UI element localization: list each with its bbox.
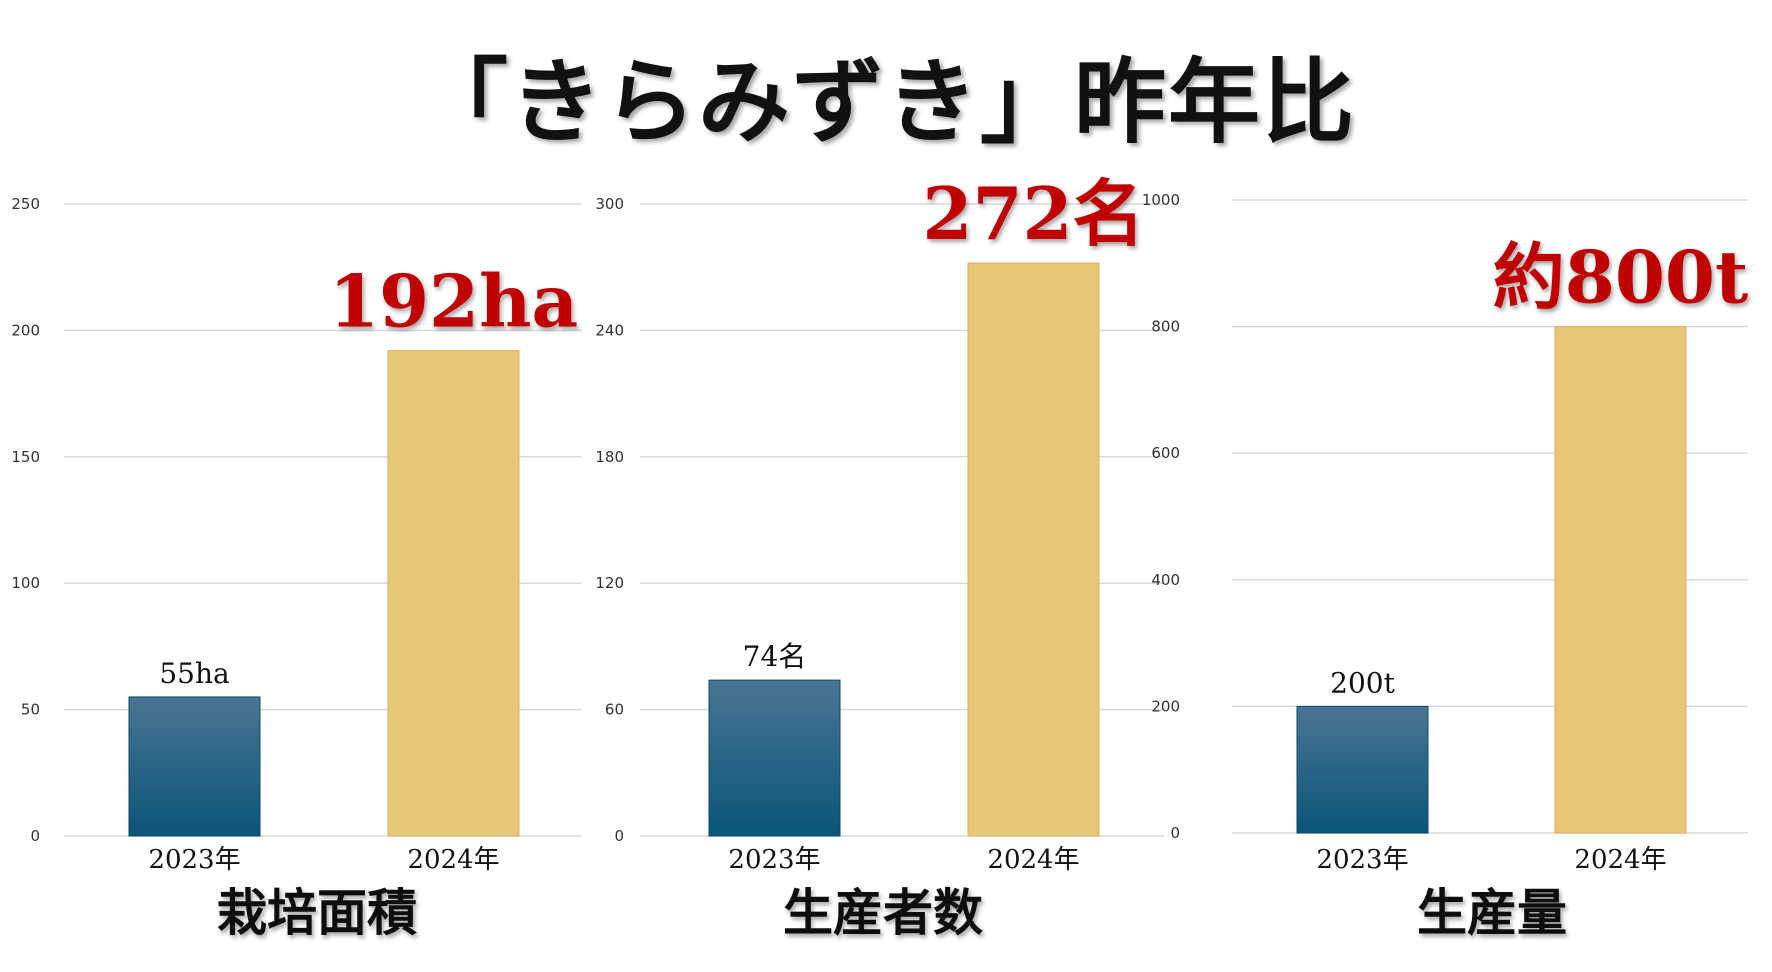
chart-title: 生産量: [1417, 883, 1567, 942]
chart-title: 栽培面積: [217, 883, 417, 942]
x-tick-label: 2024年: [987, 845, 1079, 875]
bar-2023: [708, 679, 841, 837]
bar-2024: [1554, 326, 1687, 834]
y-tick-label: 50: [21, 701, 40, 719]
y-tick-label: 800: [1151, 318, 1180, 336]
y-tick-label: 150: [11, 448, 40, 466]
data-label: 74名: [743, 640, 807, 673]
data-label: 200t: [1330, 666, 1395, 699]
highlight-data-label: 約800t: [1493, 235, 1749, 320]
x-tick-label: 2023年: [728, 845, 820, 875]
y-tick-label: 400: [1151, 571, 1180, 589]
y-tick-label: 0: [1170, 824, 1180, 842]
page-title: 「きらみずき」昨年比: [415, 48, 1356, 156]
y-tick-label: 100: [11, 574, 40, 592]
y-tick-label: 200: [1151, 697, 1180, 715]
x-tick-label: 2023年: [148, 845, 240, 875]
data-label: 55ha: [159, 657, 229, 690]
y-tick-label: 0: [614, 827, 624, 845]
y-tick-label: 250: [11, 195, 40, 213]
bar-2023: [128, 696, 261, 837]
y-tick-label: 300: [595, 195, 624, 213]
bar-2024: [967, 262, 1100, 837]
bar-2023: [1296, 705, 1429, 834]
y-tick-label: 60: [605, 701, 624, 719]
highlight-data-label: 192ha: [329, 259, 578, 344]
x-tick-label: 2023年: [1316, 845, 1408, 875]
x-tick-label: 2024年: [1574, 845, 1666, 875]
y-tick-label: 1000: [1142, 191, 1180, 209]
highlight-data-label: 272名: [922, 171, 1144, 256]
y-tick-label: 0: [30, 827, 40, 845]
chart-title: 生産者数: [783, 883, 983, 942]
x-tick-label: 2024年: [407, 845, 499, 875]
y-tick-label: 600: [1151, 444, 1180, 462]
y-tick-label: 120: [595, 574, 624, 592]
bar-2024: [387, 350, 520, 837]
y-tick-label: 200: [11, 321, 40, 339]
y-tick-label: 180: [595, 448, 624, 466]
y-tick-label: 240: [595, 321, 624, 339]
